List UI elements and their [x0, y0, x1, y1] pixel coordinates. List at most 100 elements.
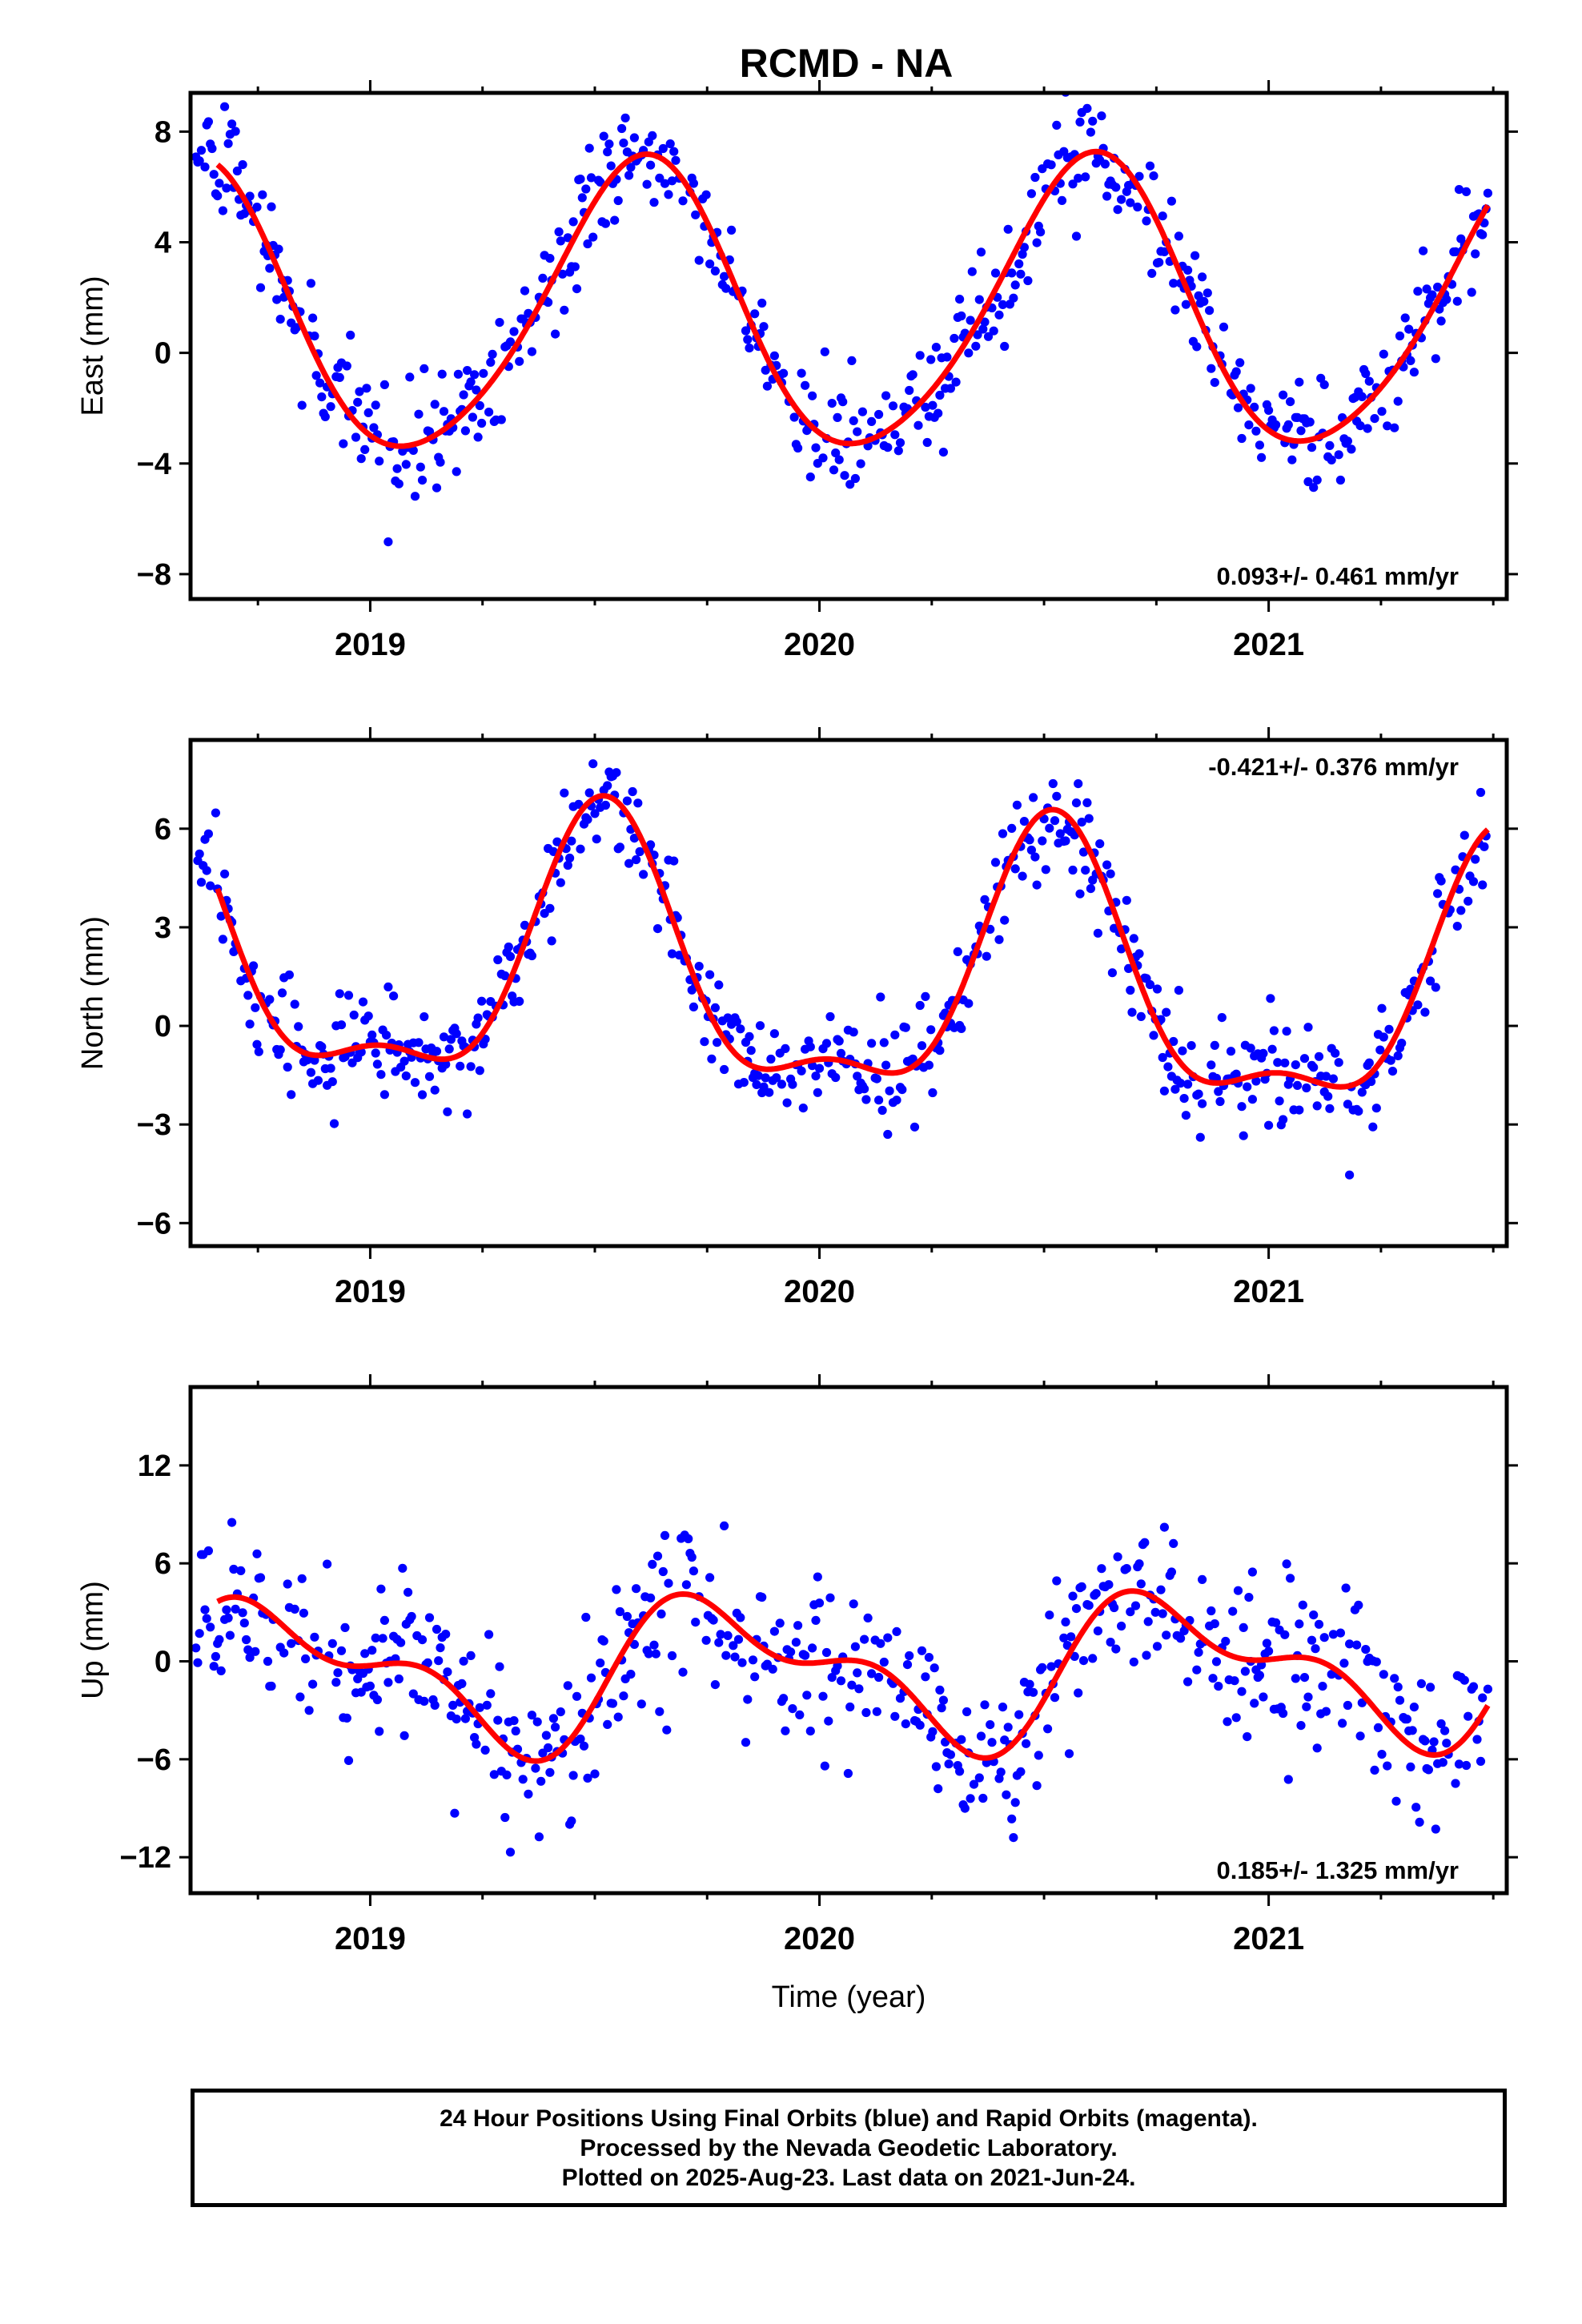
- up-point: [551, 1723, 560, 1732]
- north-point: [287, 1090, 296, 1100]
- north-point: [220, 869, 230, 879]
- east-point: [1361, 368, 1371, 379]
- east-point: [720, 271, 729, 281]
- east-point: [1219, 322, 1229, 332]
- north-point: [890, 1030, 900, 1039]
- up-point: [1192, 1665, 1202, 1675]
- up-point: [1122, 1564, 1131, 1574]
- up-point: [863, 1613, 873, 1622]
- up-point: [1303, 1692, 1313, 1702]
- up-point: [714, 1638, 724, 1647]
- east-point: [436, 457, 445, 467]
- north-point: [504, 942, 513, 952]
- east-point: [834, 455, 844, 464]
- east-point: [1133, 202, 1142, 212]
- north-point: [1127, 1007, 1137, 1017]
- north-point: [277, 988, 287, 998]
- north-point: [825, 1011, 835, 1022]
- up-point: [976, 1731, 986, 1741]
- north-point: [254, 1047, 263, 1056]
- up-point: [1243, 1732, 1252, 1742]
- east-point: [669, 147, 679, 156]
- north-point: [1452, 922, 1462, 931]
- up-point: [730, 1652, 740, 1662]
- up-point: [290, 1604, 299, 1614]
- up-point: [489, 1770, 499, 1779]
- up-point: [648, 1559, 657, 1569]
- east-point: [1422, 284, 1431, 294]
- east-point: [762, 381, 773, 391]
- up-point: [938, 1695, 948, 1705]
- up-point: [583, 1773, 592, 1783]
- north-point: [432, 1047, 442, 1056]
- up-point: [1312, 1743, 1322, 1753]
- east-point: [401, 460, 411, 469]
- north-point: [667, 949, 677, 959]
- north-point: [1267, 1044, 1277, 1054]
- east-point: [950, 333, 959, 344]
- east-point: [710, 266, 721, 275]
- east-point: [671, 155, 681, 165]
- up-point: [263, 1656, 273, 1667]
- up-point: [466, 1651, 476, 1660]
- north-point: [329, 1119, 339, 1128]
- north-point: [1195, 1132, 1205, 1142]
- east-point: [867, 416, 877, 427]
- east-point: [558, 269, 568, 279]
- north-point: [759, 1082, 769, 1092]
- up-point: [1104, 1580, 1114, 1590]
- north-point: [753, 1071, 763, 1080]
- up-point: [808, 1643, 817, 1653]
- north-point: [196, 878, 207, 887]
- up-point: [709, 1615, 718, 1625]
- north-point: [1251, 1076, 1261, 1086]
- up-point: [867, 1669, 877, 1679]
- east-point: [353, 397, 363, 407]
- north-point: [493, 955, 503, 965]
- up-point: [475, 1703, 484, 1712]
- east-point: [881, 391, 891, 400]
- up-point: [1377, 1750, 1387, 1759]
- up-point: [430, 1700, 440, 1710]
- up-point: [222, 1605, 231, 1614]
- north-point: [739, 1078, 749, 1088]
- north-point: [689, 1002, 699, 1011]
- east-point: [203, 117, 213, 127]
- up-point: [1442, 1739, 1452, 1748]
- east-point: [931, 343, 941, 352]
- east-point: [392, 464, 402, 473]
- up-point: [1142, 1651, 1151, 1660]
- east-point: [665, 139, 675, 149]
- east-point: [964, 348, 974, 358]
- east-point: [820, 347, 829, 356]
- north-ytick-label: 0: [155, 1010, 171, 1043]
- up-point: [1038, 1663, 1047, 1672]
- north-point: [343, 991, 354, 1000]
- east-point: [1117, 195, 1126, 204]
- east-point: [317, 392, 327, 402]
- up-ytick-label: 0: [155, 1646, 171, 1679]
- north-point: [1237, 1102, 1247, 1112]
- up-point: [644, 1649, 653, 1659]
- up-point: [843, 1768, 853, 1779]
- east-point: [563, 233, 572, 243]
- east-point: [743, 335, 753, 344]
- east-point: [576, 175, 585, 184]
- north-point: [410, 1078, 420, 1088]
- east-point: [560, 305, 569, 315]
- up-point: [662, 1725, 672, 1735]
- up-point: [1420, 1736, 1430, 1746]
- up-point: [502, 1770, 512, 1779]
- north-point: [1478, 880, 1488, 890]
- north-point: [444, 1044, 454, 1054]
- north-point: [994, 935, 1004, 944]
- east-point: [452, 467, 461, 476]
- north-point: [590, 809, 600, 818]
- up-point: [1341, 1583, 1351, 1593]
- east-point: [238, 160, 247, 170]
- north-point: [473, 1013, 483, 1023]
- north-point: [327, 1077, 337, 1087]
- north-point: [926, 1025, 936, 1035]
- up-point: [1395, 1695, 1405, 1705]
- up-point: [191, 1643, 201, 1653]
